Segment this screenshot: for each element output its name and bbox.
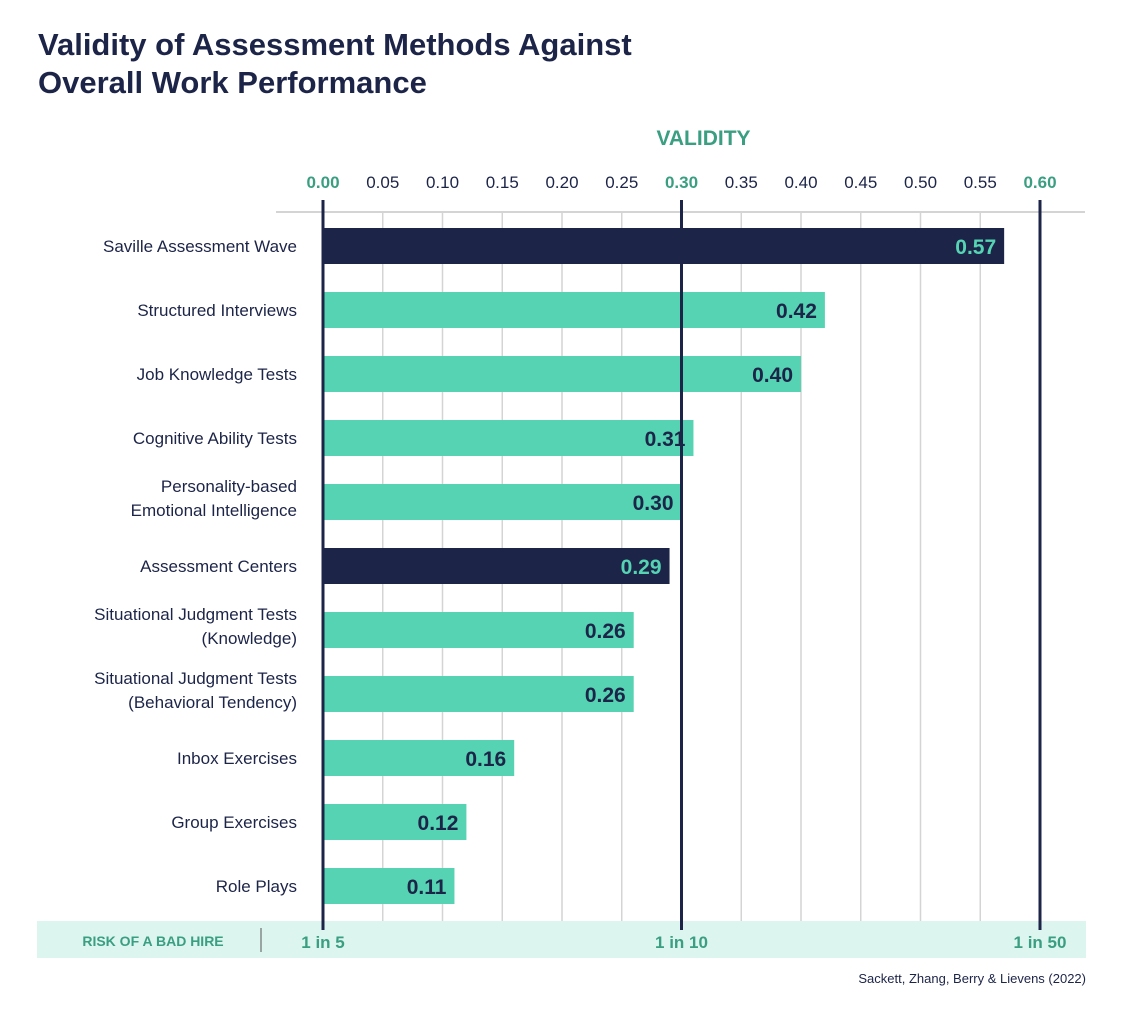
category-label: Personality-based	[161, 477, 297, 496]
category-label: Cognitive Ability Tests	[133, 429, 297, 448]
bar	[323, 292, 825, 328]
category-label: Role Plays	[216, 877, 297, 896]
category-label: (Knowledge)	[202, 629, 297, 648]
value-label: 0.31	[645, 428, 686, 451]
chart-title: Validity of Assessment Methods Against O…	[38, 27, 632, 100]
value-label: 0.42	[776, 300, 817, 323]
bar	[323, 228, 1005, 264]
value-label: 0.16	[465, 748, 506, 771]
x-tick-label: 0.30	[665, 173, 698, 192]
value-label: 0.26	[585, 684, 626, 707]
x-tick-label: 0.25	[605, 173, 638, 192]
x-tick-label: 0.00	[306, 173, 339, 192]
x-tick-label: 0.40	[784, 173, 817, 192]
category-label: Job Knowledge Tests	[137, 365, 297, 384]
x-tick-label: 0.05	[366, 173, 399, 192]
category-label: Assessment Centers	[140, 557, 297, 576]
x-tick-label: 0.50	[904, 173, 937, 192]
risk-mark-label: 1 in 5	[301, 933, 344, 952]
bar	[323, 484, 682, 520]
bar	[323, 356, 801, 392]
value-label: 0.12	[418, 812, 459, 835]
category-label: Situational Judgment Tests	[94, 669, 297, 688]
category-label: Group Exercises	[171, 813, 297, 832]
bar	[323, 612, 634, 648]
risk-label: RISK OF A BAD HIRE	[82, 933, 223, 949]
bar	[323, 868, 455, 904]
category-label: Saville Assessment Wave	[103, 237, 297, 256]
value-label: 0.30	[633, 492, 674, 515]
x-tick-label: 0.10	[426, 173, 459, 192]
bar	[323, 548, 670, 584]
bar	[323, 804, 467, 840]
category-label: Situational Judgment Tests	[94, 605, 297, 624]
value-label: 0.26	[585, 620, 626, 643]
category-label: Emotional Intelligence	[131, 501, 297, 520]
value-label: 0.29	[621, 556, 662, 579]
x-tick-label: 0.60	[1023, 173, 1056, 192]
category-label: Inbox Exercises	[177, 749, 297, 768]
x-tick-label: 0.15	[486, 173, 519, 192]
x-tick-label: 0.35	[725, 173, 758, 192]
bar	[323, 676, 634, 712]
category-label: Structured Interviews	[137, 301, 297, 320]
category-label: (Behavioral Tendency)	[128, 693, 297, 712]
x-tick-label: 0.55	[964, 173, 997, 192]
x-tick-label: 0.20	[545, 173, 578, 192]
bar	[323, 740, 515, 776]
value-label: 0.40	[752, 364, 793, 387]
risk-band	[37, 921, 1086, 958]
value-label: 0.57	[955, 236, 996, 259]
risk-mark-label: 1 in 10	[655, 933, 708, 952]
source-citation: Sackett, Zhang, Berry & Lievens (2022)	[858, 971, 1086, 986]
risk-mark-label: 1 in 50	[1014, 933, 1067, 952]
bar	[323, 420, 694, 456]
value-label: 0.11	[407, 876, 447, 899]
x-tick-label: 0.45	[844, 173, 877, 192]
x-axis-title: VALIDITY	[656, 127, 750, 150]
